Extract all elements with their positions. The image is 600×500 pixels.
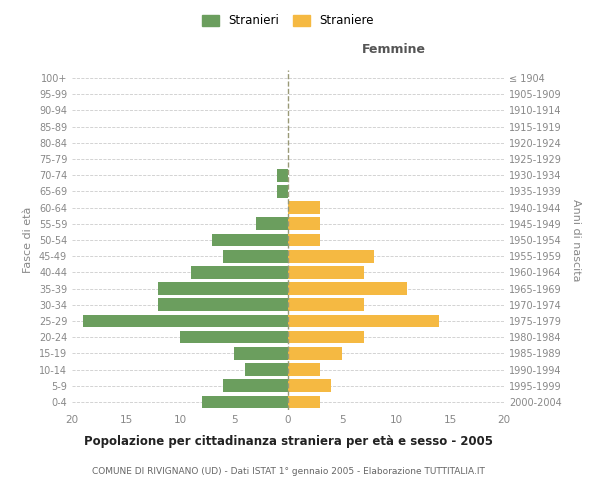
Bar xyxy=(245,363,288,376)
Bar xyxy=(288,298,364,311)
Bar xyxy=(288,250,374,262)
Bar xyxy=(180,331,288,344)
Bar xyxy=(288,363,320,376)
Bar xyxy=(288,218,320,230)
Bar xyxy=(212,234,288,246)
Bar xyxy=(288,234,320,246)
Bar xyxy=(288,380,331,392)
Bar xyxy=(223,380,288,392)
Bar xyxy=(288,266,364,278)
Bar xyxy=(288,347,342,360)
Bar xyxy=(223,250,288,262)
Legend: Stranieri, Straniere: Stranieri, Straniere xyxy=(199,11,377,31)
Text: Popolazione per cittadinanza straniera per età e sesso - 2005: Popolazione per cittadinanza straniera p… xyxy=(83,435,493,448)
Bar xyxy=(158,298,288,311)
Y-axis label: Fasce di età: Fasce di età xyxy=(23,207,33,273)
Bar xyxy=(256,218,288,230)
Bar xyxy=(158,282,288,295)
Bar xyxy=(234,347,288,360)
Text: COMUNE DI RIVIGNANO (UD) - Dati ISTAT 1° gennaio 2005 - Elaborazione TUTTITALIA.: COMUNE DI RIVIGNANO (UD) - Dati ISTAT 1°… xyxy=(92,468,484,476)
Bar xyxy=(191,266,288,278)
Text: Femmine: Femmine xyxy=(362,44,426,57)
Bar xyxy=(277,169,288,181)
Bar xyxy=(288,314,439,328)
Bar xyxy=(288,331,364,344)
Bar xyxy=(288,202,320,214)
Bar xyxy=(83,314,288,328)
Bar xyxy=(277,185,288,198)
Bar xyxy=(288,396,320,408)
Bar xyxy=(202,396,288,408)
Bar xyxy=(288,282,407,295)
Y-axis label: Anni di nascita: Anni di nascita xyxy=(571,198,581,281)
